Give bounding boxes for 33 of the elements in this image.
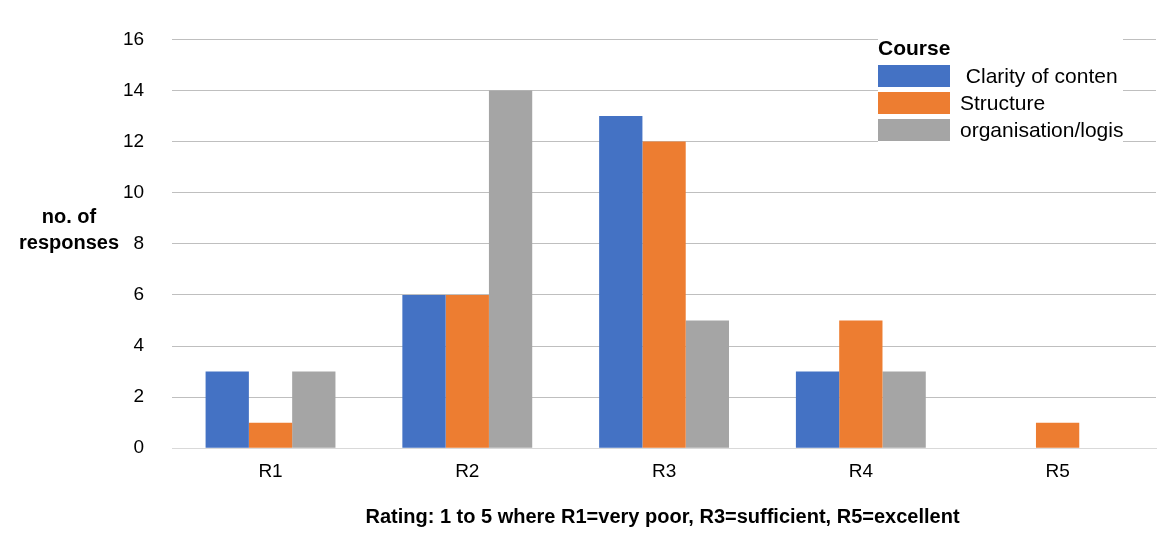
y-tick-label: 10 (122, 180, 145, 202)
y-tick-label: 12 (122, 129, 145, 151)
bar (599, 116, 643, 448)
legend-label: organisation/logis (960, 117, 1124, 142)
legend-label: Structure (960, 90, 1046, 115)
x-tick-label: R2 (455, 459, 480, 481)
bar (402, 294, 446, 448)
bar (205, 371, 249, 448)
legend-title: Course (878, 36, 952, 60)
legend-label: Clarity of conten (964, 63, 1118, 88)
bar (488, 90, 533, 448)
y-tick-label: 14 (122, 78, 145, 100)
x-tick-label: R5 (1045, 459, 1070, 481)
y-tick-label: 8 (133, 232, 145, 254)
y-tick-label: 0 (133, 436, 145, 458)
bar (445, 294, 489, 448)
bar (1035, 422, 1080, 448)
x-tick-label: R4 (848, 459, 874, 481)
y-tick-label: 6 (133, 283, 145, 305)
bar (685, 320, 729, 448)
x-tick-label: R1 (258, 459, 283, 481)
y-tick-label: 16 (122, 27, 145, 49)
bar (642, 141, 686, 448)
bar (839, 320, 883, 448)
y-axis-title: no. of responses (18, 205, 120, 253)
y-tick-label: 2 (133, 385, 145, 407)
bar (248, 422, 293, 448)
x-axis-title: Rating: 1 to 5 where R1=very poor, R3=sufficient, R5=excellent (364, 505, 961, 528)
bar (882, 371, 926, 448)
x-tick-label: R3 (651, 459, 677, 481)
bar (795, 371, 840, 448)
bar (292, 371, 336, 448)
y-tick-label: 4 (133, 334, 145, 356)
